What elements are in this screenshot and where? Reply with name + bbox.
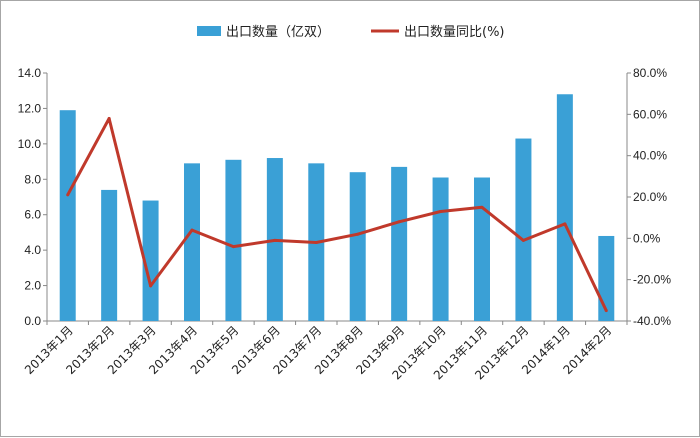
line-point — [149, 284, 153, 288]
line-point — [521, 238, 525, 242]
bar — [474, 177, 490, 321]
yoy-line — [66, 117, 608, 312]
y-left-tick-label: 0.0 — [24, 314, 41, 328]
line-point — [190, 228, 194, 232]
bar — [225, 159, 242, 321]
y-left-tick-label: 12.0 — [18, 101, 42, 115]
y-right-tick-label: 20.0% — [633, 190, 667, 204]
legend-label-line: 出口数量同比(%) — [404, 25, 505, 40]
line-point — [66, 193, 70, 197]
y-left-tick-label: 2.0 — [24, 279, 41, 293]
line-point — [314, 240, 318, 244]
y-right-tick-label: -20.0% — [633, 273, 671, 287]
line-point — [563, 222, 567, 226]
bar — [142, 200, 159, 321]
line-point — [107, 116, 111, 120]
bar-series — [59, 94, 615, 321]
y-right-tick-label: 0.0% — [633, 231, 661, 245]
bar — [432, 177, 449, 321]
legend-label-bar: 出口数量（亿双） — [226, 25, 330, 40]
legend-swatch-bar — [197, 26, 221, 36]
bar — [59, 110, 76, 321]
bar — [556, 94, 573, 321]
bar — [515, 138, 532, 321]
bar — [349, 172, 366, 321]
line-point — [480, 205, 484, 209]
line-point — [439, 209, 443, 213]
y-right-tick-label: 40.0% — [633, 149, 667, 163]
bar — [184, 163, 200, 321]
y-left-tick-label: 4.0 — [24, 243, 41, 257]
bar — [391, 166, 408, 321]
bar — [101, 189, 118, 321]
y-left-tick-label: 6.0 — [24, 208, 41, 222]
line-series — [66, 116, 608, 313]
y-right-tick-label: 60.0% — [633, 107, 667, 121]
line-point — [231, 245, 235, 249]
legend: 出口数量（亿双） 出口数量同比(%) — [197, 25, 505, 40]
line-point — [397, 220, 401, 224]
category-labels: 2013年1月2013年2月2013年3月2013年4月2013年5月2013年… — [22, 323, 614, 382]
line-point — [273, 238, 277, 242]
y-left-tick-label: 14.0 — [18, 66, 42, 80]
line-point — [356, 232, 360, 236]
y-right-tick-label: -40.0% — [633, 314, 671, 328]
y-left-tick-label: 10.0 — [18, 137, 42, 151]
axes: 0.0 2.0 4.0 6.0 8.0 10.0 12.0 14.0 -40.0% -20.0% 0… — [18, 66, 672, 328]
y-right-tick-label: 80.0% — [633, 66, 667, 80]
y-left-tick-label: 8.0 — [24, 172, 41, 186]
line-point — [604, 309, 608, 313]
